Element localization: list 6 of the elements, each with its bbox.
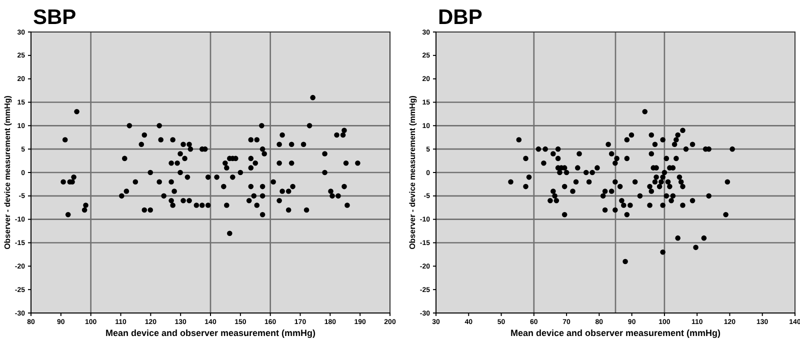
x-axis-title: Mean device and observer measurement (mmHg) [510, 328, 721, 338]
chart-title: SBP [33, 6, 76, 29]
y-axis-title: Observer - device measurement (mmHg) [408, 95, 417, 250]
x-axis-title: Mean device and observer measurement (mmHg) [105, 328, 316, 338]
y-axis-title: Observer - device measurement (mmHg) [3, 95, 12, 250]
chart-title: DBP [438, 6, 482, 29]
